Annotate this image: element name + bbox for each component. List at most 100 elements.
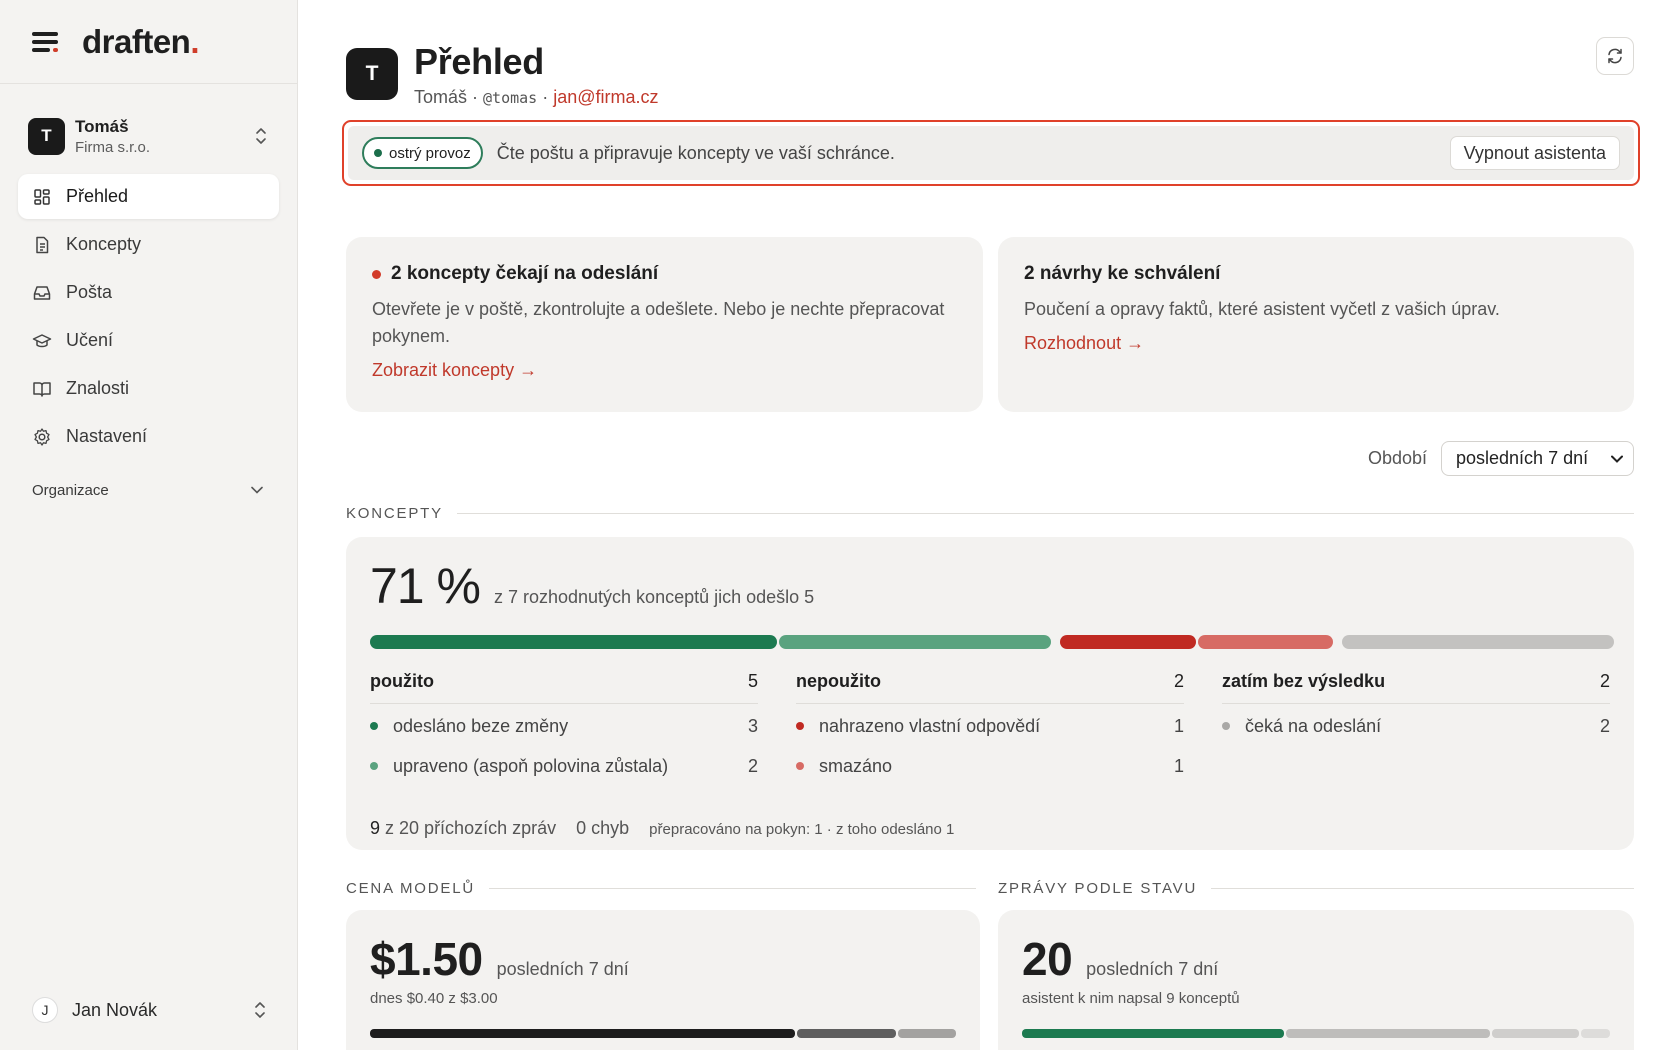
organizace-toggle[interactable]: Organizace <box>0 475 297 505</box>
bar-segment <box>1342 635 1614 649</box>
bar-segment <box>1022 1029 1284 1038</box>
breakdown-column: použito 5 odesláno beze změny 3 upraveno (as… <box>370 671 758 784</box>
breakdown-header: nepoužito 2 <box>796 671 1184 704</box>
section-koncepty: KONCEPTY <box>346 505 1634 522</box>
drafts-waiting-card: 2 koncepty čekají na odeslání Otevřete j… <box>346 237 983 412</box>
status-text: Čte poštu a připravuje koncepty ve vaší … <box>496 142 895 163</box>
org-company: Firma s.r.o. <box>75 138 151 156</box>
user-avatar: J <box>32 997 58 1023</box>
rework-info: přepracováno na pokyn: 1 · z toho odeslá… <box>649 821 955 838</box>
breakdown-row: odesláno beze změny 3 <box>370 708 758 744</box>
book-icon <box>32 379 52 399</box>
breakdown-count: 5 <box>747 671 758 691</box>
breakdown-header: zatím bez výsledku 2 <box>1222 671 1610 704</box>
drafts-waiting-title: 2 koncepty čekají na odeslání <box>372 263 957 285</box>
bar-group <box>370 635 1051 649</box>
account-meta: Tomáš · @tomas · jan@firma.cz <box>414 87 659 108</box>
model-cost-card: $1.50 posledních 7 dní dnes $0.40 z $3.0… <box>346 910 980 1050</box>
status-dot <box>374 149 382 157</box>
nav-item-posta[interactable]: Pošta <box>18 270 279 315</box>
organizace-label: Organizace <box>32 481 109 499</box>
chevron-down-icon <box>1611 455 1623 463</box>
handled-rest: z 20 příchozích zpráv <box>385 818 557 838</box>
account-avatar: T <box>346 48 398 100</box>
breakdown-title: nepoužito <box>796 671 881 691</box>
breakdown-row-count: 2 <box>747 755 758 776</box>
breakdown-row-count: 1 <box>1173 715 1184 736</box>
bar-segment <box>1197 635 1334 649</box>
cost-period: posledních 7 dní <box>496 959 629 979</box>
inbox-icon <box>32 283 52 303</box>
breakdown-row: smazáno 1 <box>796 748 1184 784</box>
drafts-stacked-bar <box>370 635 1614 649</box>
messages-bar <box>1022 1029 1610 1038</box>
section-zpravy: ZPRÁVY PODLE STAVU <box>998 880 1634 897</box>
user-name: Jan Novák <box>72 999 158 1020</box>
bar-segment <box>1580 1029 1610 1038</box>
org-switcher[interactable]: T Tomáš Firma s.r.o. <box>0 104 297 168</box>
disable-assistant-button[interactable]: Vypnout asistenta <box>1449 136 1620 170</box>
refresh-button[interactable] <box>1596 37 1634 75</box>
grid-icon <box>32 187 52 207</box>
breakdown-count: 2 <box>1173 671 1184 691</box>
nav-label: Přehled <box>66 186 129 206</box>
bar-segment <box>796 1029 896 1038</box>
breakdown-row-label: smazáno <box>819 755 893 776</box>
menu-icon[interactable] <box>32 31 60 52</box>
nav-label: Znalosti <box>66 378 130 398</box>
breakdown-title: použito <box>370 671 434 691</box>
user-menu[interactable]: J Jan Novák <box>32 992 268 1028</box>
legend-dot <box>796 762 804 770</box>
proposals-title: 2 návrhy ke schválení <box>1024 263 1221 284</box>
drafts-breakdown: použito 5 odesláno beze změny 3 upraveno (as… <box>370 671 1610 784</box>
decide-link[interactable]: Rozhodnout → <box>1024 333 1145 353</box>
nav-item-prehled[interactable]: Přehled <box>18 174 279 219</box>
breakdown-row-count: 2 <box>1599 715 1610 736</box>
nav-label: Pošta <box>66 282 113 302</box>
bar-segment <box>897 1029 956 1038</box>
breakdown-row-label: odesláno beze změny <box>393 715 569 736</box>
breakdown-row: upraveno (aspoň polovina zůstala) 2 <box>370 748 758 784</box>
nav-label: Koncepty <box>66 234 142 254</box>
messages-card: 20 posledních 7 dní asistent k nim napsa… <box>998 910 1634 1050</box>
period-filter: Období posledních 7 dní <box>1368 441 1634 476</box>
nav-label: Učení <box>66 330 114 350</box>
sidebar: draften. T Tomáš Firma s.r.o. Přehled Ko… <box>0 0 298 1050</box>
breakdown-header: použito 5 <box>370 671 758 704</box>
drafts-footer: 9 z 20 příchozích zpráv 0 chyb přepracov… <box>370 818 1610 839</box>
nav-item-znalosti[interactable]: Znalosti <box>18 366 279 411</box>
separator: · <box>472 87 479 108</box>
section-title: ZPRÁVY PODLE STAVU <box>998 880 1198 897</box>
account-email[interactable]: jan@firma.cz <box>553 87 659 108</box>
nav-item-nastaveni[interactable]: Nastavení <box>18 414 279 459</box>
show-drafts-link[interactable]: Zobrazit koncepty → <box>372 360 538 380</box>
status-badge-label: ostrý provoz <box>389 144 471 162</box>
status-badge: ostrý provoz <box>362 137 483 169</box>
breakdown-row-label: upraveno (aspoň polovina zůstala) <box>393 755 669 776</box>
assistant-status-highlight: ostrý provoz Čte poštu a připravuje konc… <box>342 120 1640 186</box>
cost-note: dnes $0.40 z $3.00 <box>370 990 498 1007</box>
breakdown-row-count: 1 <box>1173 755 1184 776</box>
page-header: T Přehled Tomáš · @tomas · jan@firma.cz <box>346 40 659 108</box>
legend-dot <box>370 722 378 730</box>
nav-item-uceni[interactable]: Učení <box>18 318 279 363</box>
period-select[interactable]: posledních 7 dní <box>1441 441 1634 476</box>
breakdown-column: nepoužito 2 nahrazeno vlastní odpovědí 1 sma… <box>796 671 1184 784</box>
section-title: KONCEPTY <box>346 505 443 522</box>
main-nav: Přehled Koncepty Pošta Učení Znalosti Na… <box>0 174 297 459</box>
chevron-updown-icon <box>255 1002 265 1018</box>
section-cena: CENA MODELŮ <box>346 880 976 897</box>
alert-dot <box>372 269 381 279</box>
page-title: Přehled <box>414 41 544 82</box>
brand-bar: draften. <box>0 0 297 84</box>
period-value: posledních 7 dní <box>1456 448 1589 468</box>
gear-icon <box>32 427 52 447</box>
refresh-icon <box>1608 48 1622 64</box>
nav-item-koncepty[interactable]: Koncepty <box>18 222 279 267</box>
logo[interactable]: draften. <box>82 22 200 60</box>
account-name: Tomáš <box>414 87 468 108</box>
bar-segment <box>1285 1029 1490 1038</box>
legend-dot <box>370 762 378 770</box>
assistant-status-bar: ostrý provoz Čte poštu a připravuje konc… <box>348 126 1634 180</box>
legend-dot <box>1222 722 1230 730</box>
